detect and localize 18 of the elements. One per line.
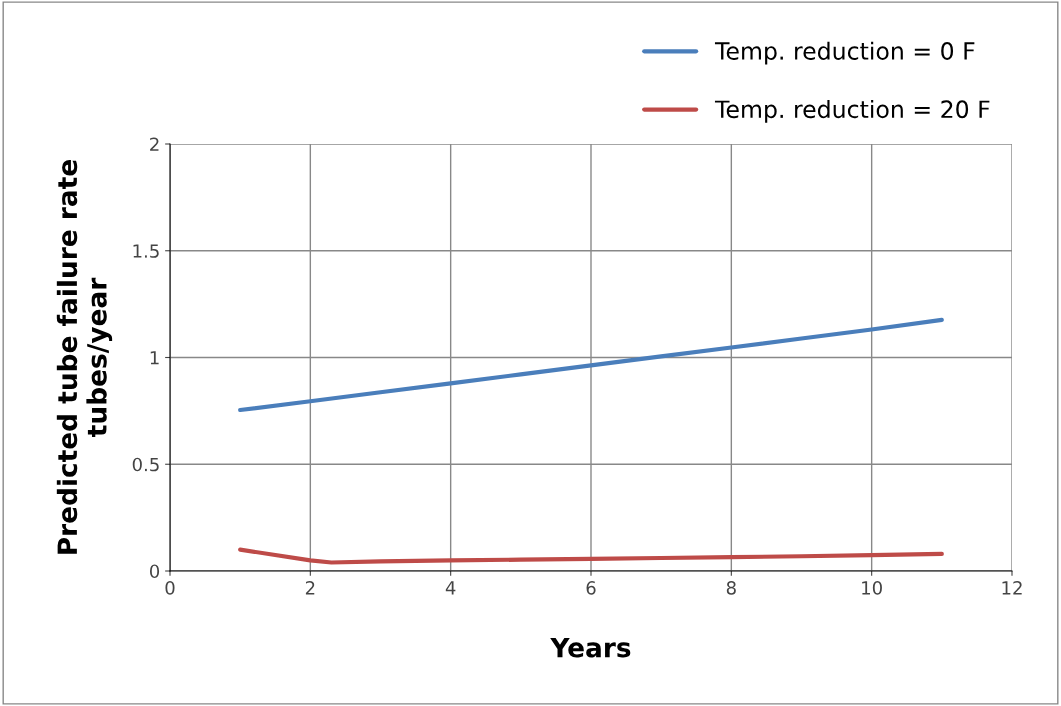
line-series: [238, 317, 944, 413]
x-tick-label: 10: [862, 581, 882, 595]
legend-label: Temp. reduction = 20 F: [714, 99, 990, 123]
y-axis-title: Predicted tube failure rate tubes/year: [56, 160, 113, 554]
legend-label: Temp. reduction = 0 F: [714, 41, 975, 65]
y-tick-label: 0.5: [132, 457, 159, 472]
x-tick-label: 4: [445, 581, 456, 595]
x-tick-label: 8: [726, 581, 736, 595]
x-tick-label: 2: [305, 581, 315, 595]
x-axis-title: Years: [550, 637, 631, 658]
y-tick-label: 2: [150, 137, 159, 151]
y-tick-label: 0: [149, 564, 160, 579]
y-tick-label: 1.5: [133, 244, 159, 258]
x-tick-label: 0: [165, 581, 175, 595]
y-tick-label: 1: [150, 351, 159, 365]
line-series: [238, 547, 944, 565]
x-tick-label: 6: [586, 581, 596, 595]
x-tick-label: 12: [1002, 581, 1022, 595]
